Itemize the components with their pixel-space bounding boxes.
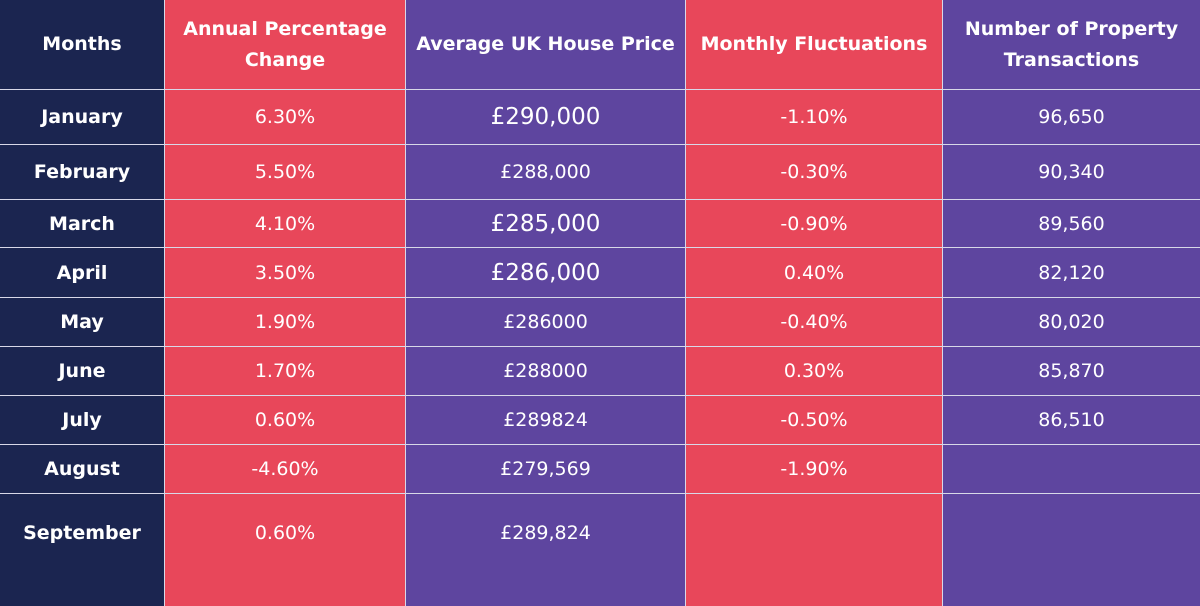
annual-change-cell: 4.10%: [165, 200, 406, 248]
average-price-cell: £285,000: [406, 200, 686, 248]
monthly-fluctuation-cell: -0.40%: [686, 298, 943, 347]
column-header: Annual Percentage Change: [165, 0, 406, 90]
month-cell: July: [0, 396, 165, 445]
monthly-fluctuation-cell: 0.30%: [686, 347, 943, 396]
monthly-fluctuation-cell: -1.90%: [686, 445, 943, 494]
average-price-cell: £289824: [406, 396, 686, 445]
transactions-cell: 89,560: [943, 200, 1200, 248]
month-cell: June: [0, 347, 165, 396]
column-header: Monthly Fluctuations: [686, 0, 943, 90]
month-cell: August: [0, 445, 165, 494]
empty-cell: [943, 494, 1200, 606]
monthly-fluctuation-cell: 0.40%: [686, 248, 943, 298]
average-price-cell: £288,000: [406, 145, 686, 200]
empty-cell: [686, 494, 943, 606]
annual-change-cell: 1.70%: [165, 347, 406, 396]
monthly-fluctuation-cell: -0.50%: [686, 396, 943, 445]
annual-change-cell: -4.60%: [165, 445, 406, 494]
month-cell: April: [0, 248, 165, 298]
transactions-cell: 85,870: [943, 347, 1200, 396]
annual-change-cell: 0.60%: [165, 396, 406, 445]
month-cell: September: [0, 494, 165, 606]
transactions-cell: 80,020: [943, 298, 1200, 347]
average-price-cell: £286000: [406, 298, 686, 347]
transactions-cell: 90,340: [943, 145, 1200, 200]
empty-cell: [943, 445, 1200, 494]
average-price-cell: £286,000: [406, 248, 686, 298]
monthly-fluctuation-cell: -0.90%: [686, 200, 943, 248]
column-header: Number of Property Transactions: [943, 0, 1200, 90]
column-header: Average UK House Price: [406, 0, 686, 90]
month-cell: January: [0, 90, 165, 145]
month-cell: February: [0, 145, 165, 200]
transactions-cell: 96,650: [943, 90, 1200, 145]
annual-change-cell: 0.60%: [165, 494, 406, 606]
average-price-cell: £279,569: [406, 445, 686, 494]
average-price-cell: £290,000: [406, 90, 686, 145]
column-header: Months: [0, 0, 165, 90]
month-cell: May: [0, 298, 165, 347]
average-price-cell: £288000: [406, 347, 686, 396]
annual-change-cell: 6.30%: [165, 90, 406, 145]
average-price-cell: £289,824: [406, 494, 686, 606]
monthly-fluctuation-cell: -1.10%: [686, 90, 943, 145]
month-cell: March: [0, 200, 165, 248]
transactions-cell: 82,120: [943, 248, 1200, 298]
transactions-cell: 86,510: [943, 396, 1200, 445]
monthly-fluctuation-cell: -0.30%: [686, 145, 943, 200]
annual-change-cell: 5.50%: [165, 145, 406, 200]
annual-change-cell: 1.90%: [165, 298, 406, 347]
annual-change-cell: 3.50%: [165, 248, 406, 298]
